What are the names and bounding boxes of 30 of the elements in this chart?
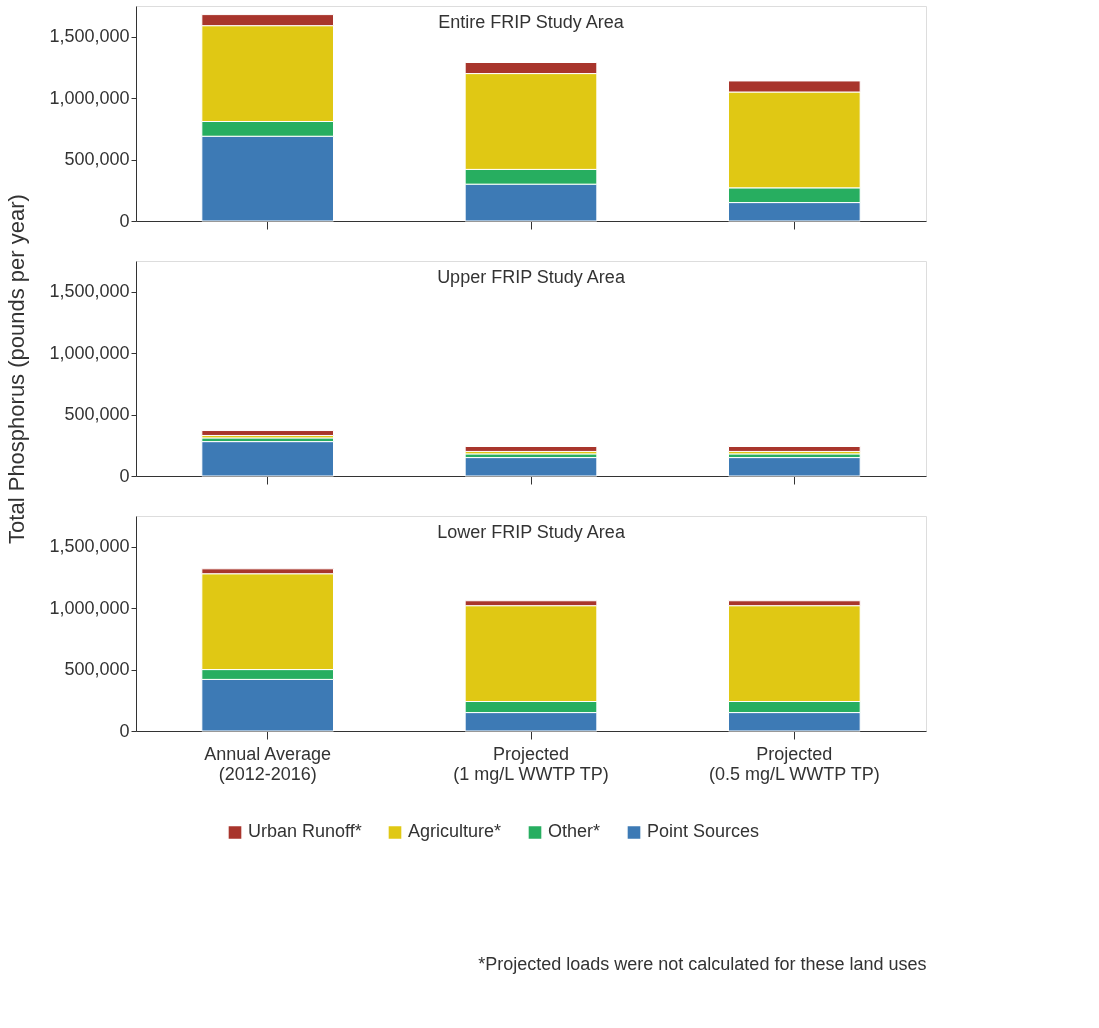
x-tick-label: Annual Average (2012-2016) bbox=[204, 743, 332, 784]
chart-title: Upper FRIP Study Area bbox=[437, 267, 626, 287]
chart-title: Lower FRIP Study Area bbox=[437, 522, 626, 542]
y-tick-label: 0 bbox=[119, 720, 130, 741]
bar bbox=[464, 457, 598, 477]
y-tick-label: 1,000,000 bbox=[49, 87, 130, 108]
y-tick-label: 0 bbox=[119, 210, 130, 231]
legend-label: Other* bbox=[548, 821, 601, 842]
bar bbox=[728, 457, 861, 477]
text: *Projected loads were not calculated for these land uses bbox=[478, 953, 927, 974]
x-tick-label: Projected (0.5 mg/L WWTP TP) bbox=[708, 743, 880, 784]
bar bbox=[201, 441, 334, 477]
legend-label: Urban Runoff* bbox=[248, 821, 362, 842]
bar bbox=[464, 446, 598, 452]
legend-label: Point Sources bbox=[647, 821, 760, 842]
y-tick-label: 1,000,000 bbox=[49, 597, 130, 618]
y-tick-label: 500,000 bbox=[64, 149, 130, 170]
legend-label: Agriculture* bbox=[408, 821, 502, 842]
x-tick-label: Projected (1 mg/L WWTP TP) bbox=[453, 743, 609, 784]
y-tick-label: 500,000 bbox=[64, 659, 130, 680]
y-tick-label: 1,500,000 bbox=[49, 281, 130, 302]
y-tick-label: 500,000 bbox=[64, 404, 130, 425]
bar bbox=[728, 446, 861, 452]
y-tick-label: 0 bbox=[119, 465, 130, 486]
y-axis-title: Total Phosphorus (pounds per year) bbox=[4, 194, 30, 544]
y-tick-label: 1,500,000 bbox=[49, 26, 130, 47]
y-tick-label: 1,500,000 bbox=[49, 536, 130, 557]
chart-title: Entire FRIP Study Area bbox=[438, 12, 625, 32]
bar bbox=[201, 430, 334, 436]
y-tick-label: 1,000,000 bbox=[49, 342, 130, 363]
